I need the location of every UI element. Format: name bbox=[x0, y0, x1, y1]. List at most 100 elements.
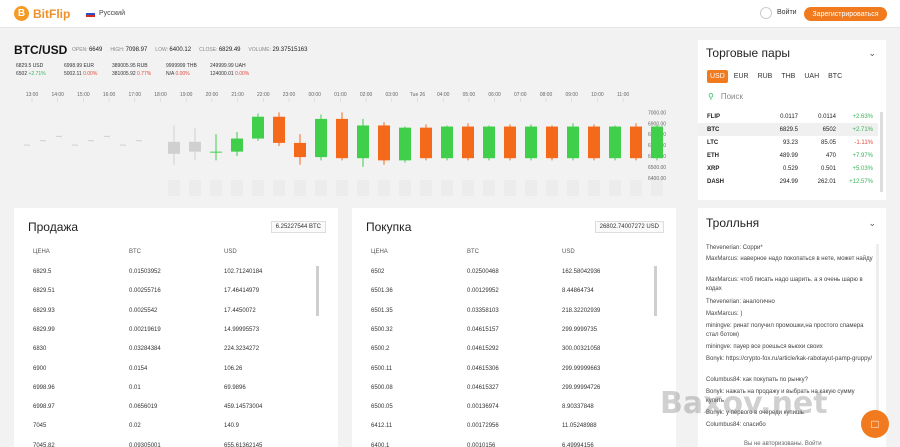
pair-bid: 0.501 bbox=[820, 165, 836, 172]
tab-usd[interactable]: USD bbox=[707, 70, 728, 83]
chat-support-button[interactable]: □ bbox=[861, 410, 889, 438]
tab-uah[interactable]: UAH bbox=[804, 73, 820, 80]
candle-body[interactable] bbox=[378, 125, 390, 161]
buy-scrollbar[interactable] bbox=[654, 266, 657, 316]
row-usd: 17.46414979 bbox=[224, 288, 260, 295]
candle-body[interactable] bbox=[609, 126, 621, 159]
candle-body[interactable] bbox=[252, 116, 264, 139]
candle-body[interactable] bbox=[420, 127, 432, 159]
language-selector[interactable]: Русский bbox=[86, 10, 125, 17]
login-link[interactable]: Войти bbox=[777, 9, 797, 16]
candle-body[interactable] bbox=[546, 126, 558, 159]
candle-body[interactable] bbox=[651, 126, 663, 159]
candle-body[interactable] bbox=[525, 126, 537, 159]
orderbook-row[interactable]: 7045.82 0.09305001 655.61362145 bbox=[14, 443, 314, 447]
orderbook-row[interactable]: 6998.97 0.0656019 459.14573004 bbox=[14, 404, 314, 416]
ticker-item[interactable]: 389005.95 RUB 381005.92 0.77% bbox=[112, 62, 166, 78]
pair-row[interactable]: ETH 489.99 470 +7.97% bbox=[698, 149, 878, 162]
ticker-item[interactable]: 6998.99 EUR 5002.11 0.00% bbox=[64, 62, 112, 78]
row-btc: 0.0154 bbox=[129, 365, 148, 372]
ticker-item[interactable]: 6829.5 USD 6502 +2.71% bbox=[16, 62, 64, 78]
pairs-search[interactable]: ⚲ Поиск bbox=[708, 92, 743, 101]
candle-body[interactable] bbox=[630, 126, 642, 159]
tab-thb[interactable]: THB bbox=[781, 73, 796, 80]
orderbook-row[interactable]: 6500.32 0.04615157 299.9999735 bbox=[352, 327, 652, 339]
orderbook-row[interactable]: 6829.93 0.0025542 17.4450072 bbox=[14, 308, 314, 320]
row-price: 6830 bbox=[33, 346, 47, 353]
chat-message: Columbus84: как покупать по рынку? bbox=[706, 377, 808, 383]
orderbook-row[interactable]: 6500.08 0.04615327 299.99994726 bbox=[352, 385, 652, 397]
candle-body[interactable] bbox=[231, 138, 243, 152]
tab-rub[interactable]: RUB bbox=[757, 73, 773, 80]
register-button[interactable]: Зарегистрироваться bbox=[804, 7, 887, 21]
x-tick-label: 20:00 bbox=[206, 92, 219, 98]
volume-bar bbox=[441, 180, 453, 196]
chat-bubble-icon: □ bbox=[871, 417, 879, 431]
pair-row[interactable]: LTC 93.23 85.05 -1.11% bbox=[698, 136, 878, 149]
pair-bid: 262.01 bbox=[817, 178, 836, 185]
price-candlestick-chart[interactable]: 13:00 14:00 15:00 16:00 17:00 18:00 19:00 20:00… bbox=[14, 88, 670, 198]
candle-body[interactable] bbox=[294, 142, 306, 158]
orderbook-row[interactable]: 6502 0.02500468 162.58042936 bbox=[352, 269, 652, 281]
candle-body[interactable] bbox=[567, 126, 579, 159]
candle-body[interactable] bbox=[168, 141, 180, 154]
chat-login-notice[interactable]: Вы не авторизованы. Войти bbox=[744, 441, 822, 447]
orderbook-row[interactable]: 6412.11 0.00172956 11.05248988 bbox=[352, 423, 652, 435]
pair-row[interactable]: BTC 6829.5 6502 +2.71% bbox=[698, 123, 878, 136]
pair-row[interactable]: FLIP 0.0117 0.0114 +2.63% bbox=[698, 110, 878, 123]
bitcoin-logo-icon: B bbox=[14, 6, 29, 21]
sell-scrollbar[interactable] bbox=[316, 266, 319, 316]
candle-body[interactable] bbox=[441, 126, 453, 159]
candle-body[interactable] bbox=[189, 141, 201, 152]
chevron-down-icon[interactable]: ⌄ bbox=[868, 48, 876, 58]
candle-body[interactable] bbox=[504, 126, 516, 159]
orderbook-row[interactable]: 6998.96 0.01 69.9896 bbox=[14, 385, 314, 397]
chat-scrollbar[interactable] bbox=[876, 244, 879, 434]
candle-body[interactable] bbox=[399, 127, 411, 161]
candle-body[interactable] bbox=[357, 125, 369, 159]
tab-btc[interactable]: BTC bbox=[828, 73, 843, 80]
y-tick-label: 6500.00 bbox=[648, 165, 666, 171]
ticker-item[interactable]: 9999999 THB N/A 0.00% bbox=[166, 62, 210, 78]
candle-body[interactable] bbox=[315, 118, 327, 158]
ticker-currency: RUB bbox=[137, 63, 148, 69]
pair-row[interactable]: XRP 0.529 0.501 +5.03% bbox=[698, 162, 878, 175]
orderbook-row[interactable]: 6900 0.0154 106.26 bbox=[14, 366, 314, 378]
volume-bar bbox=[420, 180, 432, 196]
orderbook-row[interactable]: 6829.99 0.00219619 14.99995573 bbox=[14, 327, 314, 339]
pair-symbol: LTC bbox=[707, 139, 719, 146]
pair-ask: 93.23 bbox=[782, 139, 798, 146]
orderbook-row[interactable]: 6400.1 0.0010156 6.49994156 bbox=[352, 443, 652, 447]
ticker-bid: 6502 bbox=[16, 71, 28, 77]
orderbook-row[interactable]: 6829.5 0.01503952 102.71240184 bbox=[14, 269, 314, 281]
orderbook-row[interactable]: 7045 0.02 140.9 bbox=[14, 423, 314, 435]
volume-bar bbox=[525, 180, 537, 196]
x-tick-label: 03:00 bbox=[386, 92, 399, 98]
candle-body[interactable] bbox=[483, 126, 495, 159]
orderbook-row[interactable]: 6501.35 0.03358103 218.32202939 bbox=[352, 308, 652, 320]
orderbook-row[interactable]: 6830 0.03284384 224.3234272 bbox=[14, 346, 314, 358]
orderbook-row[interactable]: 6829.51 0.00255716 17.46414979 bbox=[14, 288, 314, 300]
volume-bar bbox=[399, 180, 411, 196]
ticker-item[interactable]: 249999.99 UAH 124000.01 0.00% bbox=[210, 62, 264, 78]
candle-body[interactable] bbox=[273, 116, 285, 143]
volume-bar bbox=[252, 180, 264, 196]
logo[interactable]: B BitFlip bbox=[14, 6, 70, 21]
candle-body[interactable] bbox=[336, 118, 348, 159]
orderbook-row[interactable]: 6501.36 0.00129952 8.44864734 bbox=[352, 288, 652, 300]
candle-body[interactable] bbox=[588, 126, 600, 159]
pairs-scrollbar[interactable] bbox=[880, 112, 883, 192]
tab-eur[interactable]: EUR bbox=[733, 73, 749, 80]
candle-body[interactable] bbox=[210, 151, 222, 153]
orderbook-row[interactable]: 6500.2 0.04615292 300.00321058 bbox=[352, 346, 652, 358]
pair-row[interactable]: DASH 294.99 262.01 +12.57% bbox=[698, 175, 878, 188]
candle-body[interactable] bbox=[462, 126, 474, 159]
x-tick-label: 14:00 bbox=[51, 92, 64, 98]
row-price: 6500.08 bbox=[371, 384, 393, 391]
user-icon[interactable] bbox=[760, 7, 772, 19]
pair-ask: 489.99 bbox=[779, 152, 798, 159]
orderbook-row[interactable]: 6500.05 0.00136974 8.90337848 bbox=[352, 404, 652, 416]
chevron-down-icon[interactable]: ⌄ bbox=[868, 218, 876, 228]
orderbook-row[interactable]: 6500.11 0.04615306 299.99999663 bbox=[352, 366, 652, 378]
row-price: 6998.96 bbox=[33, 384, 55, 391]
